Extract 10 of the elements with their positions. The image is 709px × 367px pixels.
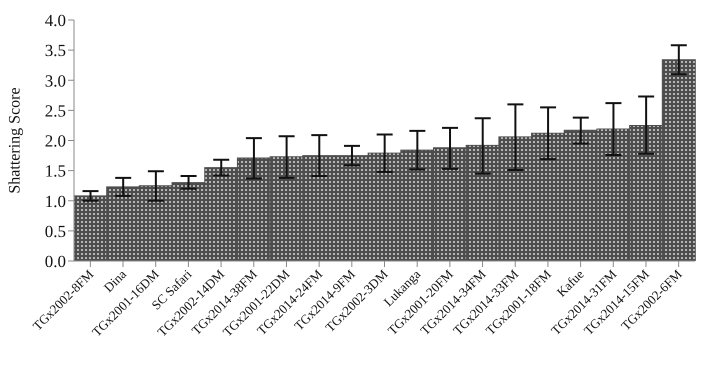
y-tick-label: 1.5 <box>44 162 66 181</box>
y-axis-title: Shattering Score <box>6 87 24 194</box>
y-tick-label: 3.0 <box>44 71 66 90</box>
y-tick-label: 2.0 <box>44 132 66 151</box>
y-tick-label: 3.5 <box>44 41 66 60</box>
y-tick-label: 2.5 <box>44 101 66 120</box>
y-tick-label: 4.0 <box>44 11 66 30</box>
y-tick-label: 0.0 <box>44 252 66 272</box>
y-tick-label: 0.5 <box>44 222 66 241</box>
y-tick-label: 1.0 <box>44 192 66 211</box>
